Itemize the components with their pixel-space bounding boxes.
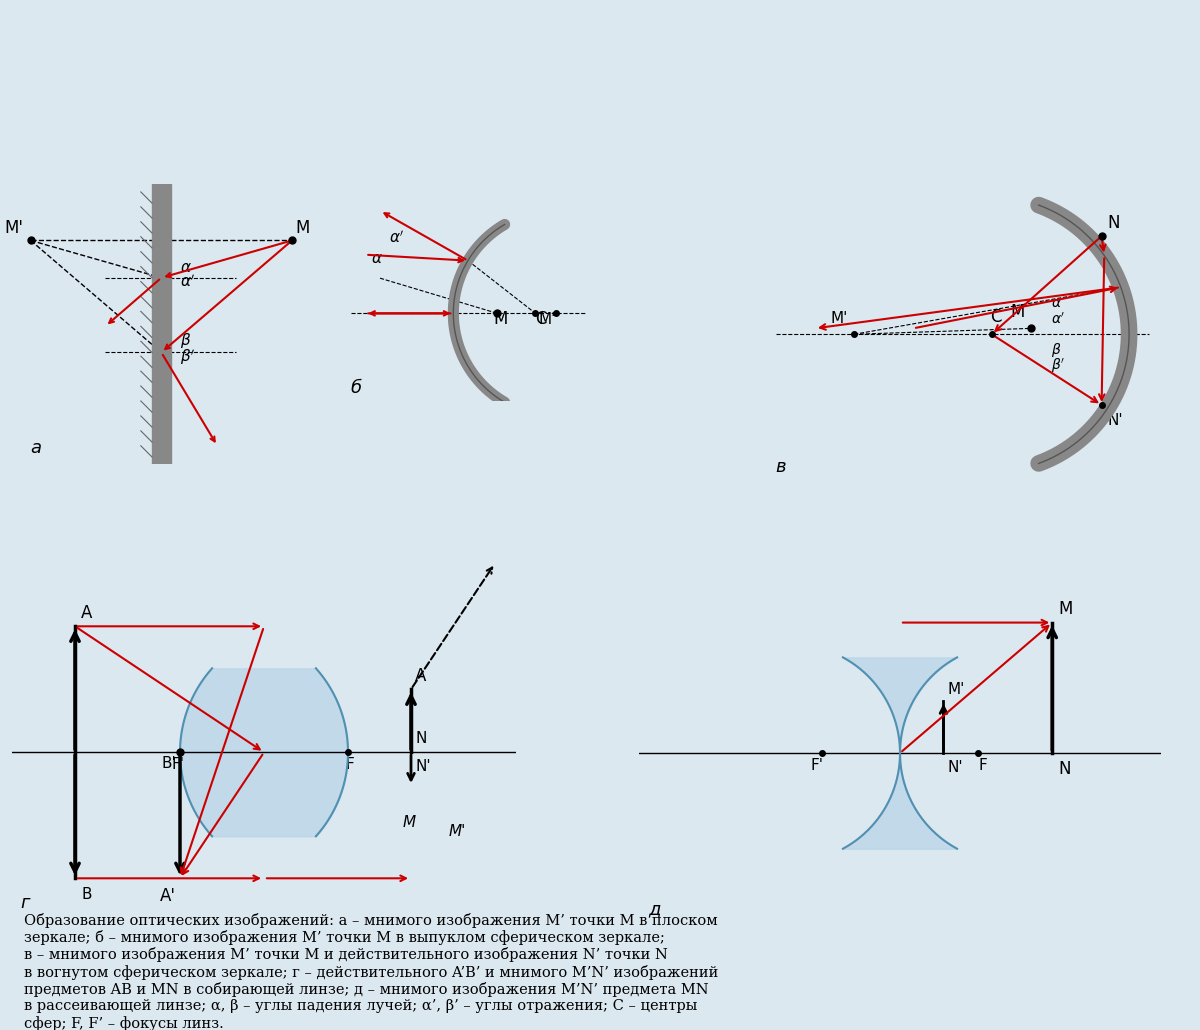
Text: A': A' xyxy=(160,887,176,904)
Text: Образование оптических изображений: а – мнимого изображения M’ точки M в плоском: Образование оптических изображений: а – … xyxy=(24,913,718,1030)
Text: г: г xyxy=(20,894,30,912)
Text: б: б xyxy=(350,379,361,397)
Text: N: N xyxy=(1058,759,1072,778)
Text: $\beta$: $\beta$ xyxy=(180,331,191,350)
Text: F': F' xyxy=(172,757,185,772)
Text: B: B xyxy=(82,887,92,901)
Text: M: M xyxy=(1058,600,1073,618)
Text: $\beta$: $\beta$ xyxy=(1050,341,1061,358)
Text: F: F xyxy=(978,758,988,774)
Text: N: N xyxy=(1108,214,1120,232)
Text: M': M' xyxy=(4,218,23,237)
Text: $\alpha$: $\alpha$ xyxy=(180,261,192,275)
Text: а: а xyxy=(31,439,42,457)
Text: $\alpha'$: $\alpha'$ xyxy=(180,274,196,290)
Text: M': M' xyxy=(830,311,848,327)
Text: $\alpha'$: $\alpha'$ xyxy=(389,230,404,246)
Text: C: C xyxy=(535,310,547,328)
Text: F': F' xyxy=(811,758,824,774)
Text: д: д xyxy=(648,900,660,918)
Bar xyxy=(152,184,170,465)
Text: N': N' xyxy=(948,759,964,775)
Text: $\beta'$: $\beta'$ xyxy=(180,347,196,367)
Text: N': N' xyxy=(415,759,431,774)
Text: A: A xyxy=(82,605,92,622)
Text: F: F xyxy=(346,757,354,772)
Text: M': M' xyxy=(539,312,556,327)
Text: C: C xyxy=(990,308,1001,327)
Text: в: в xyxy=(775,457,786,476)
Text: $\alpha$: $\alpha$ xyxy=(371,251,383,267)
Text: M': M' xyxy=(449,824,466,838)
Text: N': N' xyxy=(1108,413,1123,427)
Text: M: M xyxy=(402,816,415,830)
Text: M: M xyxy=(1010,303,1025,320)
Text: $\alpha'$: $\alpha'$ xyxy=(1050,312,1064,328)
Text: M': M' xyxy=(948,682,965,696)
Text: B': B' xyxy=(161,756,176,771)
Text: M: M xyxy=(493,310,508,328)
Text: $\alpha$: $\alpha$ xyxy=(1050,296,1062,310)
Text: N: N xyxy=(415,731,426,746)
Text: $\beta'$: $\beta'$ xyxy=(1050,356,1066,375)
Text: M: M xyxy=(295,218,310,237)
Text: A: A xyxy=(415,667,426,685)
